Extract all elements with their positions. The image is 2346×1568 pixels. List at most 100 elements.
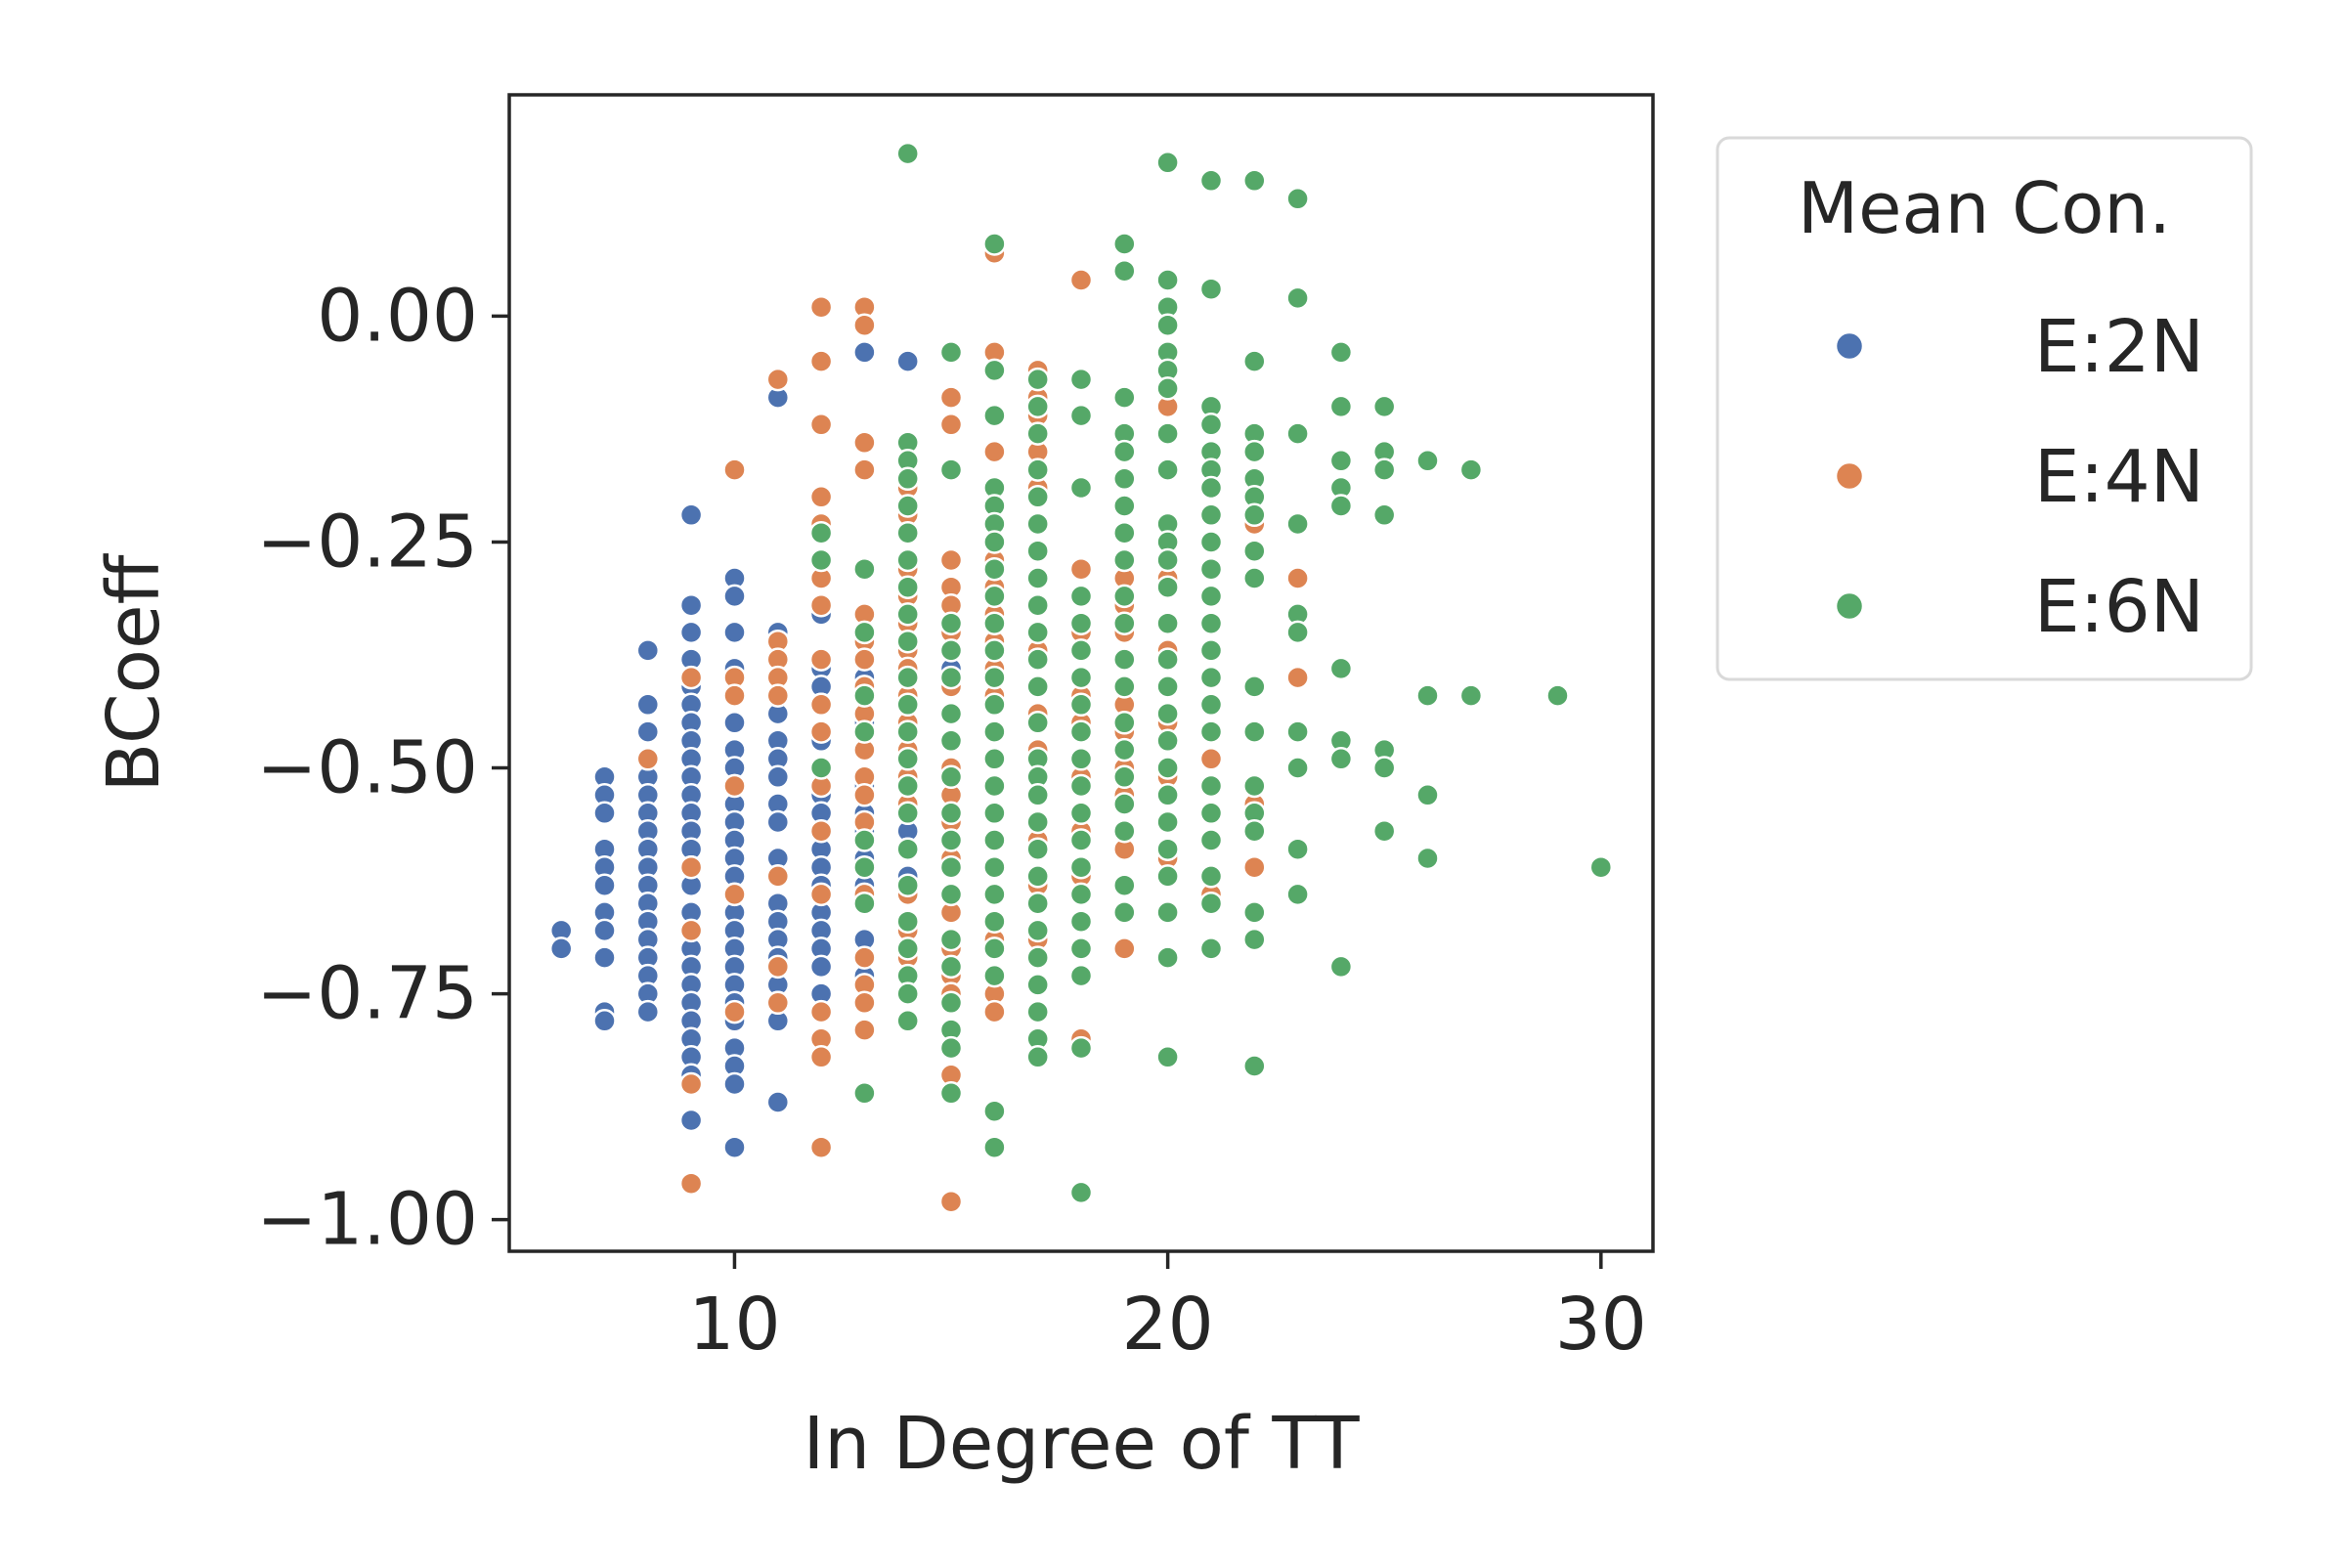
point-e-6n-110	[1068, 692, 1094, 718]
point-e-6n-112	[1068, 747, 1094, 771]
point-e-6n-207	[1242, 1054, 1267, 1078]
point-e-6n-19	[895, 602, 920, 627]
point-e-6n-167	[1155, 945, 1180, 970]
point-e-6n-122	[1068, 1180, 1094, 1205]
point-e-4n-125	[1068, 556, 1094, 582]
point-e-6n-187	[1198, 828, 1224, 852]
point-e-2n-15	[635, 719, 661, 744]
point-e-6n-164	[1155, 837, 1180, 861]
point-e-4n-73	[938, 413, 964, 437]
point-e-4n-55	[852, 1018, 877, 1042]
point-e-4n-44	[852, 647, 877, 672]
point-e-6n-138	[1112, 764, 1137, 790]
point-e-6n-4	[852, 620, 877, 645]
point-e-6n-165	[1155, 864, 1180, 889]
point-e-6n-169	[1198, 168, 1224, 194]
point-e-6n-95	[1025, 864, 1050, 889]
point-e-6n-134	[1112, 647, 1137, 672]
y-tick-label: −0.50	[256, 726, 478, 810]
point-e-6n-69	[982, 828, 1007, 852]
point-e-6n-236	[1415, 783, 1440, 807]
point-e-6n-238	[1458, 457, 1484, 482]
point-e-6n-120	[1068, 963, 1094, 988]
point-e-6n-80	[1025, 457, 1050, 482]
point-e-6n-220	[1328, 449, 1354, 473]
point-e-6n-104	[1068, 403, 1094, 428]
x-axis: 10 20 30	[688, 1251, 1647, 1367]
point-e-2n-81	[722, 1071, 747, 1097]
point-e-6n-218	[1328, 340, 1354, 365]
point-e-2n-33	[678, 620, 704, 645]
point-e-6n-211	[1285, 511, 1310, 537]
point-e-6n-39	[938, 701, 964, 726]
point-e-6n-176	[1198, 502, 1224, 528]
point-e-6n-180	[1198, 611, 1224, 635]
point-e-6n-22	[895, 692, 920, 718]
point-e-6n-109	[1068, 665, 1094, 690]
point-e-6n-113	[1068, 773, 1094, 799]
point-e-4n-31	[808, 818, 834, 844]
legend: Mean Con. E:2N E:4N E:6N	[1716, 136, 2253, 681]
point-e-6n-150	[1155, 421, 1180, 446]
point-e-6n-157	[1155, 647, 1180, 672]
point-e-4n-39	[852, 430, 877, 456]
point-e-6n-107	[1068, 611, 1094, 635]
point-e-2n-127	[895, 349, 920, 373]
point-e-6n-33	[895, 1009, 920, 1033]
point-e-6n-25	[895, 773, 920, 799]
point-e-6n-191	[1242, 168, 1267, 194]
point-e-6n-227	[1371, 394, 1397, 419]
point-e-4n-38	[852, 313, 877, 337]
point-e-6n-139	[1112, 792, 1137, 816]
point-e-6n-74	[982, 963, 1007, 988]
point-e-4n-49	[852, 783, 877, 807]
point-e-6n-199	[1242, 566, 1267, 590]
point-e-6n-103	[1068, 367, 1094, 392]
legend-label-e-6n: E:6N	[2034, 565, 2204, 649]
point-e-6n-136	[1112, 711, 1137, 735]
point-e-4n-19	[765, 990, 791, 1016]
point-e-6n-237	[1415, 846, 1440, 871]
point-e-6n-61	[982, 611, 1007, 635]
point-e-6n-223	[1328, 656, 1354, 681]
point-e-2n-58	[722, 584, 747, 609]
point-e-6n-124	[1112, 258, 1137, 283]
point-e-6n-48	[938, 990, 964, 1016]
legend-title: Mean Con.	[1798, 167, 2171, 249]
point-e-2n-32	[678, 592, 704, 618]
point-e-6n-84	[1025, 566, 1050, 590]
point-e-6n-86	[1025, 620, 1050, 645]
point-e-6n-29	[895, 909, 920, 934]
point-e-6n-8	[852, 854, 877, 880]
point-e-6n-115	[1068, 828, 1094, 852]
point-e-6n-77	[1025, 367, 1050, 392]
point-e-6n-202	[1242, 773, 1267, 799]
point-e-6n-125	[1112, 385, 1137, 410]
point-e-6n-23	[895, 719, 920, 744]
point-e-4n-9	[722, 773, 747, 799]
point-e-4n-124	[1068, 268, 1094, 292]
point-e-6n-205	[1242, 900, 1267, 925]
point-e-4n-28	[808, 692, 834, 718]
point-e-6n-18	[895, 575, 920, 599]
point-e-6n-54	[982, 403, 1007, 428]
legend-frame	[1716, 136, 2253, 681]
point-e-4n-1	[678, 665, 704, 690]
point-e-6n-162	[1155, 783, 1180, 807]
point-e-6n-73	[982, 936, 1007, 961]
point-e-6n-186	[1198, 801, 1224, 826]
point-e-6n-47	[938, 954, 964, 980]
point-e-6n-149	[1155, 376, 1180, 401]
point-e-4n-145	[1112, 936, 1137, 961]
point-e-6n-97	[1025, 918, 1050, 943]
point-e-6n-94	[1025, 837, 1050, 861]
point-e-6n-141	[1112, 873, 1137, 897]
point-e-6n-105	[1068, 475, 1094, 501]
point-e-6n-166	[1155, 900, 1180, 925]
point-e-4n-160	[1242, 854, 1267, 880]
point-e-6n-41	[938, 764, 964, 790]
x-axis-label: In Degree of TT	[803, 1402, 1360, 1486]
y-tick-label: −0.75	[256, 952, 478, 1036]
point-e-6n-184	[1198, 719, 1224, 744]
y-axis-label: BCoeff	[92, 553, 176, 793]
